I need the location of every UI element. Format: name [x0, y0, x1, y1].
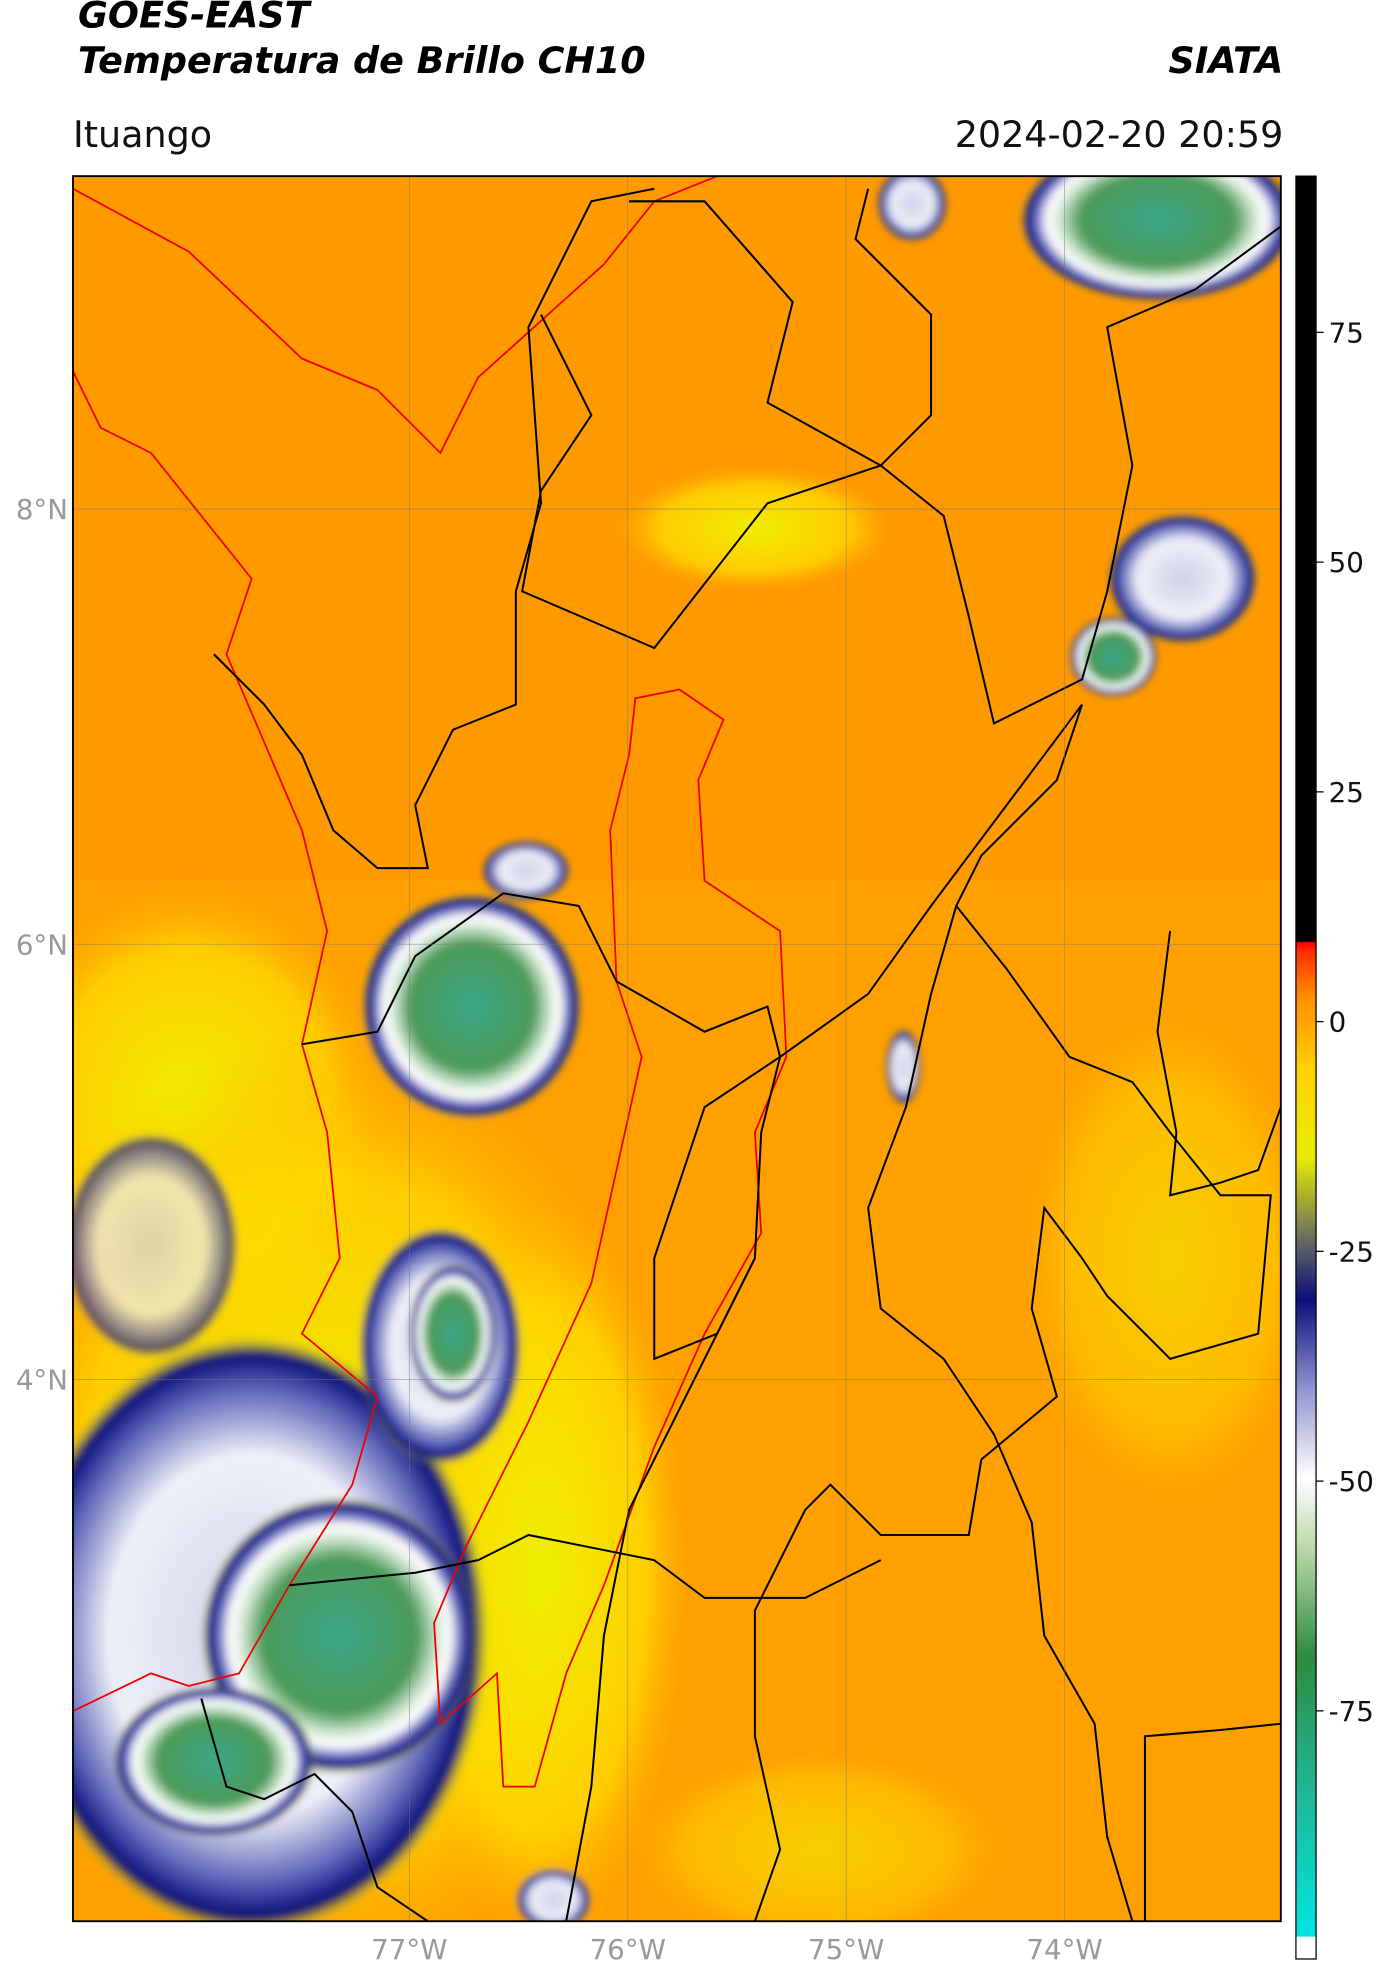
colorbar-tick-label: 25: [1329, 776, 1364, 809]
location: Ituango: [73, 113, 212, 156]
lon-tick-label: 74°W: [1026, 1933, 1102, 1966]
lat-tick-label: 6°N: [16, 928, 68, 961]
colorbar-tick-label: 0: [1329, 1006, 1347, 1039]
lon-tick-label: 75°W: [808, 1933, 884, 1966]
colorbar-tick-label: 75: [1329, 316, 1364, 349]
colorbar-tick-label: 50: [1329, 546, 1364, 579]
map-frame: [72, 175, 1282, 1923]
datetime: 2024-02-20 20:59: [955, 113, 1284, 156]
lat-tick-label: 8°N: [16, 493, 68, 526]
brand: SIATA: [1168, 39, 1283, 82]
lon-tick-label: 77°W: [371, 1933, 447, 1966]
colorbar-tick-label: -75: [1329, 1695, 1374, 1728]
colorbar: [1295, 175, 1317, 1960]
colorbar-tick-label: -50: [1329, 1465, 1374, 1498]
title: GOES-EAST: [78, 0, 313, 37]
lat-tick-label: 4°N: [16, 1363, 68, 1396]
subtitle: Temperatura de Brillo CH10: [78, 39, 646, 82]
lon-tick-label: 76°W: [590, 1933, 666, 1966]
colorbar-tick-label: -25: [1329, 1235, 1374, 1268]
map-image: [72, 176, 1281, 1922]
